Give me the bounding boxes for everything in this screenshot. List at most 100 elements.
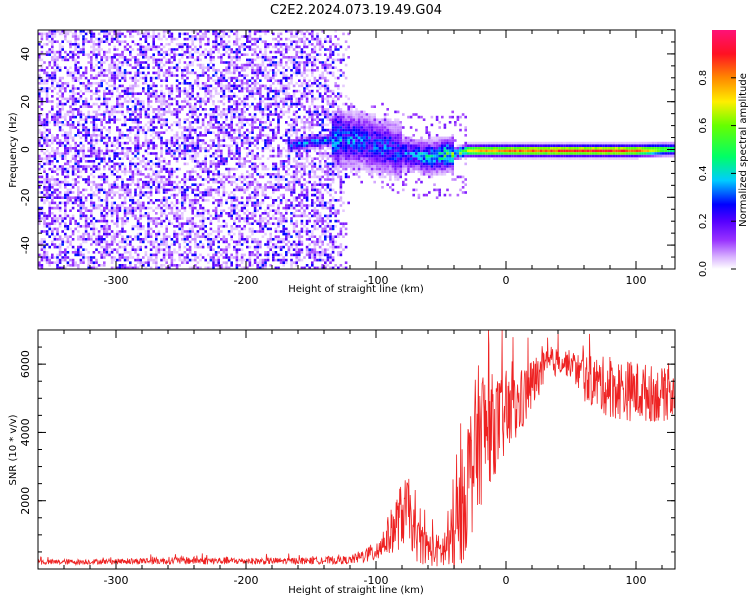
spectrogram-cell [123,238,127,241]
spectrogram-cell [217,126,220,129]
spectrogram-cell [214,261,218,264]
spectrogram-cell [269,149,272,153]
spectrogram-cell [243,139,246,142]
spectrogram-cell [142,141,145,145]
spectrogram-cell [84,97,88,101]
spectrogram-cell [282,102,285,106]
spectrogram-cell [95,204,98,207]
spectrogram-cell [105,206,109,210]
spectrogram-cell [272,258,275,262]
spectrogram-cell [139,258,142,262]
spectrogram-cell [162,121,166,124]
spectrogram-cell [110,201,114,205]
spectrogram-cell [279,32,283,36]
spectrogram-cell [225,264,228,267]
spectrogram-cell [285,37,288,41]
spectrogram-cell [155,191,158,194]
spectrogram-cell [45,196,49,199]
spectrogram-cell [58,30,62,33]
spectrogram-cell [201,245,205,249]
spectrogram-cell [230,201,233,205]
spectrogram-cell [272,243,275,246]
spectrogram-cell [279,58,283,62]
spectrogram-cell [207,69,210,72]
spectrogram-cell [235,258,239,262]
spectrogram-cell [230,113,233,116]
spectrogram-cell [97,165,101,168]
spectrogram-cell [188,235,192,238]
spectrogram-cell [188,82,192,85]
spectrogram-cell [183,245,187,249]
spectrogram-cell [121,53,124,56]
spectrogram-cell [194,196,197,199]
spectrogram-cell [246,219,249,223]
spectrogram-cell [222,102,226,106]
spectrogram-cell [191,160,194,163]
spectrogram-cell [40,45,44,49]
spectrogram-cell [264,266,267,270]
spectrogram-cell [38,139,41,142]
spectrogram-cell [178,232,181,236]
spectrogram-cell [43,199,46,202]
spectrogram-cell [152,201,155,205]
spectrogram-cell [43,79,46,82]
spectrogram-cell [160,131,163,134]
spectrogram-cell [287,108,291,111]
spectrogram-cell [222,69,226,72]
spectrogram-cell [183,199,187,202]
spectrogram-cell [95,152,98,155]
spectrogram-cell [82,178,85,181]
spectrogram-cell [227,108,231,111]
spectrogram-cell [74,66,77,69]
spectrogram-cell [48,30,51,33]
spectrogram-cell [233,66,236,69]
spectrogram-cell [100,225,103,228]
spectrogram-cell [129,261,132,264]
spectrogram-cell [84,136,88,140]
spectrogram-cell [196,162,200,166]
spectrogram-cell [51,30,54,33]
spectrogram-cell [269,173,272,176]
spectrogram-cell [103,32,106,36]
spectrogram-cell [207,261,210,264]
spectrogram-cell [160,144,163,147]
spectrogram-cell [82,235,85,238]
spectrogram-cell [277,43,280,46]
spectrogram-cell [214,188,218,192]
spectrogram-cell [58,113,62,116]
spectrogram-cell [58,196,62,199]
spectrogram-cell [147,212,150,215]
spectrogram-cell [61,238,64,241]
spectrogram-cell [248,180,252,184]
spectrogram-cell [173,193,176,197]
spectrogram-cell [175,136,179,140]
spectrogram-cell [196,50,200,54]
spectrogram-cell [285,154,288,158]
spectrogram-cell [233,69,236,72]
spectrogram-cell [77,222,80,225]
spectrogram-cell [40,264,44,267]
spectrogram-cell [116,212,119,215]
spectrogram-cell [121,201,124,205]
spectrogram-cell [152,128,155,132]
spectrogram-cell [64,175,67,179]
spectrogram-cell [277,115,280,119]
spectrogram-cell [251,157,254,160]
spectrogram-cell [188,37,192,41]
spectrogram-cell [108,115,111,119]
spectrogram-cell [79,175,83,179]
spectrogram-cell [56,256,59,259]
spectrogram-cell [256,193,259,197]
spectrogram-cell [170,201,174,205]
spectrogram-cell [238,45,241,49]
spectrogram-cell [178,35,181,38]
spectrogram-cell [71,121,75,124]
spectrogram-cell [103,178,106,181]
spectrogram-cell [227,69,231,72]
spectrogram-cell [58,121,62,124]
spectrogram-cell [261,84,265,88]
spectrogram-cell [92,152,96,155]
spectrogram-cell [248,139,252,142]
spectrogram-cell [217,139,220,142]
spectrogram-cell [194,193,197,197]
